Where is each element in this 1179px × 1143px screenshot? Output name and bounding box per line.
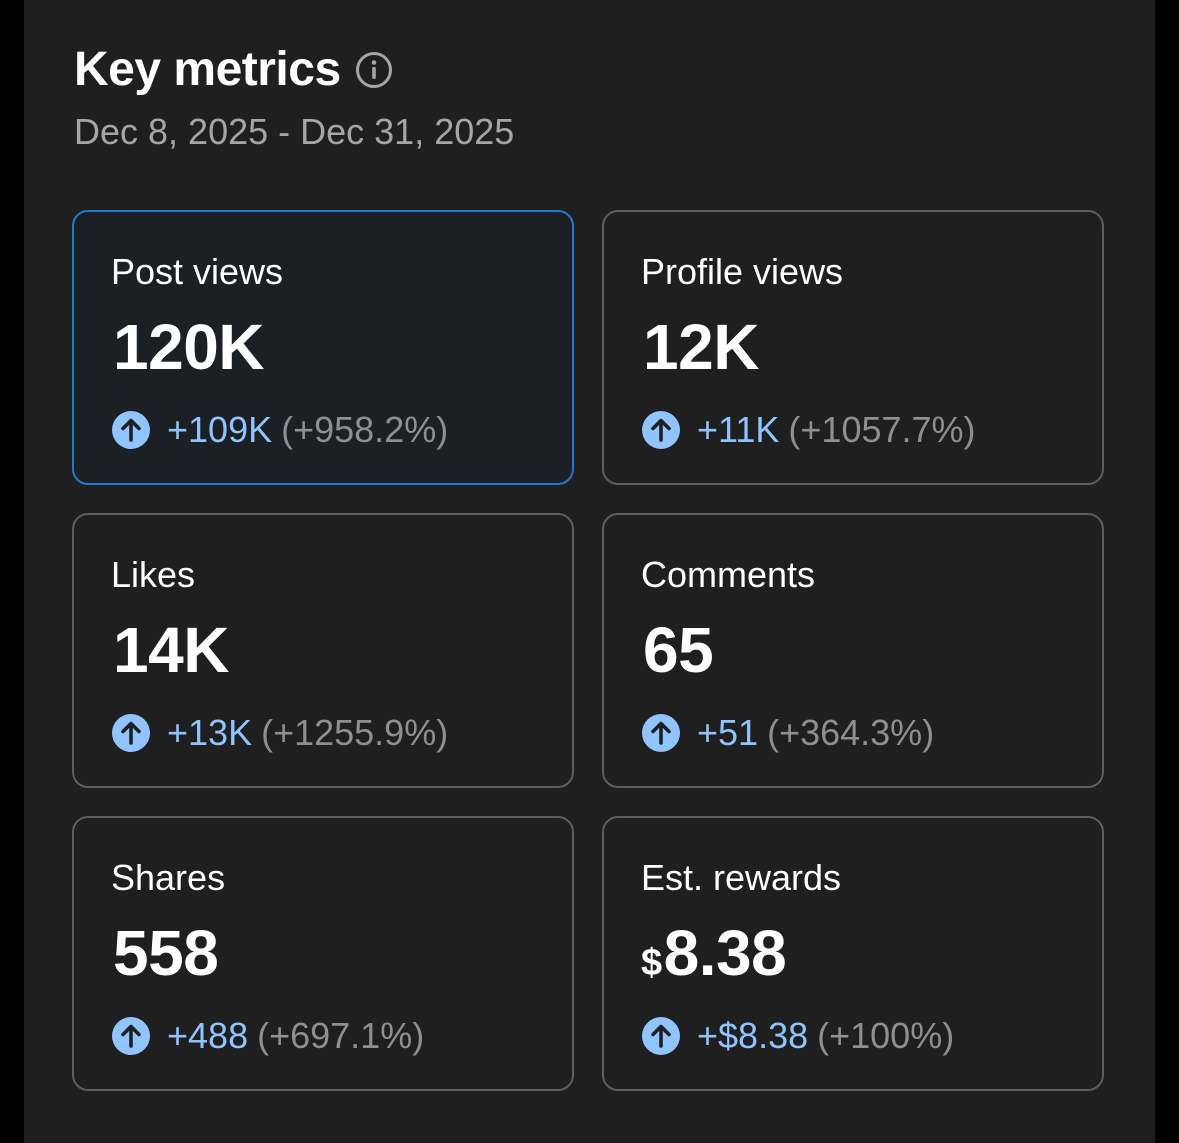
metric-label: Likes bbox=[111, 554, 196, 595]
arrow-up-circle-icon bbox=[642, 714, 680, 752]
metric-value: 558 bbox=[111, 917, 219, 998]
metric-label: Profile views bbox=[641, 251, 844, 292]
metric-change: +109K (+958.2%) bbox=[111, 408, 448, 452]
metric-delta: +$8.38 bbox=[697, 1015, 809, 1056]
metric-card-shares[interactable]: Shares 558 +488 (+697.1%) bbox=[72, 816, 574, 1091]
metric-value-number: 14K bbox=[113, 614, 229, 686]
info-icon[interactable] bbox=[355, 51, 393, 89]
metric-value-number: 8.38 bbox=[663, 917, 787, 989]
metric-change: +$8.38 (+100%) bbox=[641, 1014, 954, 1058]
key-metrics-panel: Key metrics Dec 8, 2025 - Dec 31, 2025 P… bbox=[24, 0, 1155, 1143]
metric-label: Comments bbox=[641, 554, 816, 595]
metric-label: Est. rewards bbox=[641, 857, 842, 898]
metric-change: +13K (+1255.9%) bbox=[111, 711, 448, 755]
metric-value: 12K bbox=[641, 312, 759, 392]
metric-value: 65 bbox=[641, 614, 714, 695]
metric-percent-change: (+697.1%) bbox=[257, 1015, 425, 1056]
metric-percent-change: (+364.3%) bbox=[767, 712, 935, 753]
metric-card-comments[interactable]: Comments 65 +51 (+364.3%) bbox=[602, 513, 1104, 788]
metric-value-number: 65 bbox=[643, 614, 714, 686]
header: Key metrics bbox=[74, 40, 393, 100]
metric-change: +11K (+1057.7%) bbox=[641, 408, 976, 452]
metric-card-est-rewards[interactable]: Est. rewards $8.38 +$8.38 (+100%) bbox=[602, 816, 1104, 1091]
arrow-up-circle-icon bbox=[642, 1017, 680, 1055]
metric-label: Shares bbox=[111, 857, 226, 898]
metric-delta: +13K bbox=[167, 712, 253, 753]
metric-card-post-views[interactable]: Post views 120K +109K (+958.2%) bbox=[72, 210, 574, 485]
page-title: Key metrics bbox=[74, 43, 341, 96]
metric-delta: +51 bbox=[697, 712, 759, 753]
arrow-up-circle-icon bbox=[112, 714, 150, 752]
metric-percent-change: (+1057.7%) bbox=[788, 409, 976, 450]
metric-percent-change: (+1255.9%) bbox=[261, 712, 449, 753]
metric-delta: +109K bbox=[167, 409, 273, 450]
metric-card-likes[interactable]: Likes 14K +13K (+1255.9%) bbox=[72, 513, 574, 788]
arrow-up-circle-icon bbox=[112, 1017, 150, 1055]
arrow-up-circle-icon bbox=[642, 411, 680, 449]
metric-change: +488 (+697.1%) bbox=[111, 1014, 424, 1058]
metric-card-profile-views[interactable]: Profile views 12K +11K (+1057.7%) bbox=[602, 210, 1104, 485]
arrow-up-circle-icon bbox=[112, 411, 150, 449]
date-range[interactable]: Dec 8, 2025 - Dec 31, 2025 bbox=[74, 111, 515, 152]
metric-value-number: 558 bbox=[113, 917, 219, 989]
metric-change: +51 (+364.3%) bbox=[641, 711, 934, 755]
metric-value: $8.38 bbox=[641, 917, 787, 998]
currency-symbol: $ bbox=[641, 942, 662, 984]
metric-value-number: 120K bbox=[113, 311, 265, 383]
metric-delta: +11K bbox=[697, 409, 780, 450]
metric-percent-change: (+958.2%) bbox=[281, 409, 449, 450]
metric-delta: +488 bbox=[167, 1015, 249, 1056]
metric-value-number: 12K bbox=[643, 311, 759, 383]
metric-percent-change: (+100%) bbox=[817, 1015, 955, 1056]
metric-label: Post views bbox=[111, 251, 284, 292]
metric-value: 120K bbox=[111, 311, 265, 392]
metric-value: 14K bbox=[111, 615, 229, 695]
